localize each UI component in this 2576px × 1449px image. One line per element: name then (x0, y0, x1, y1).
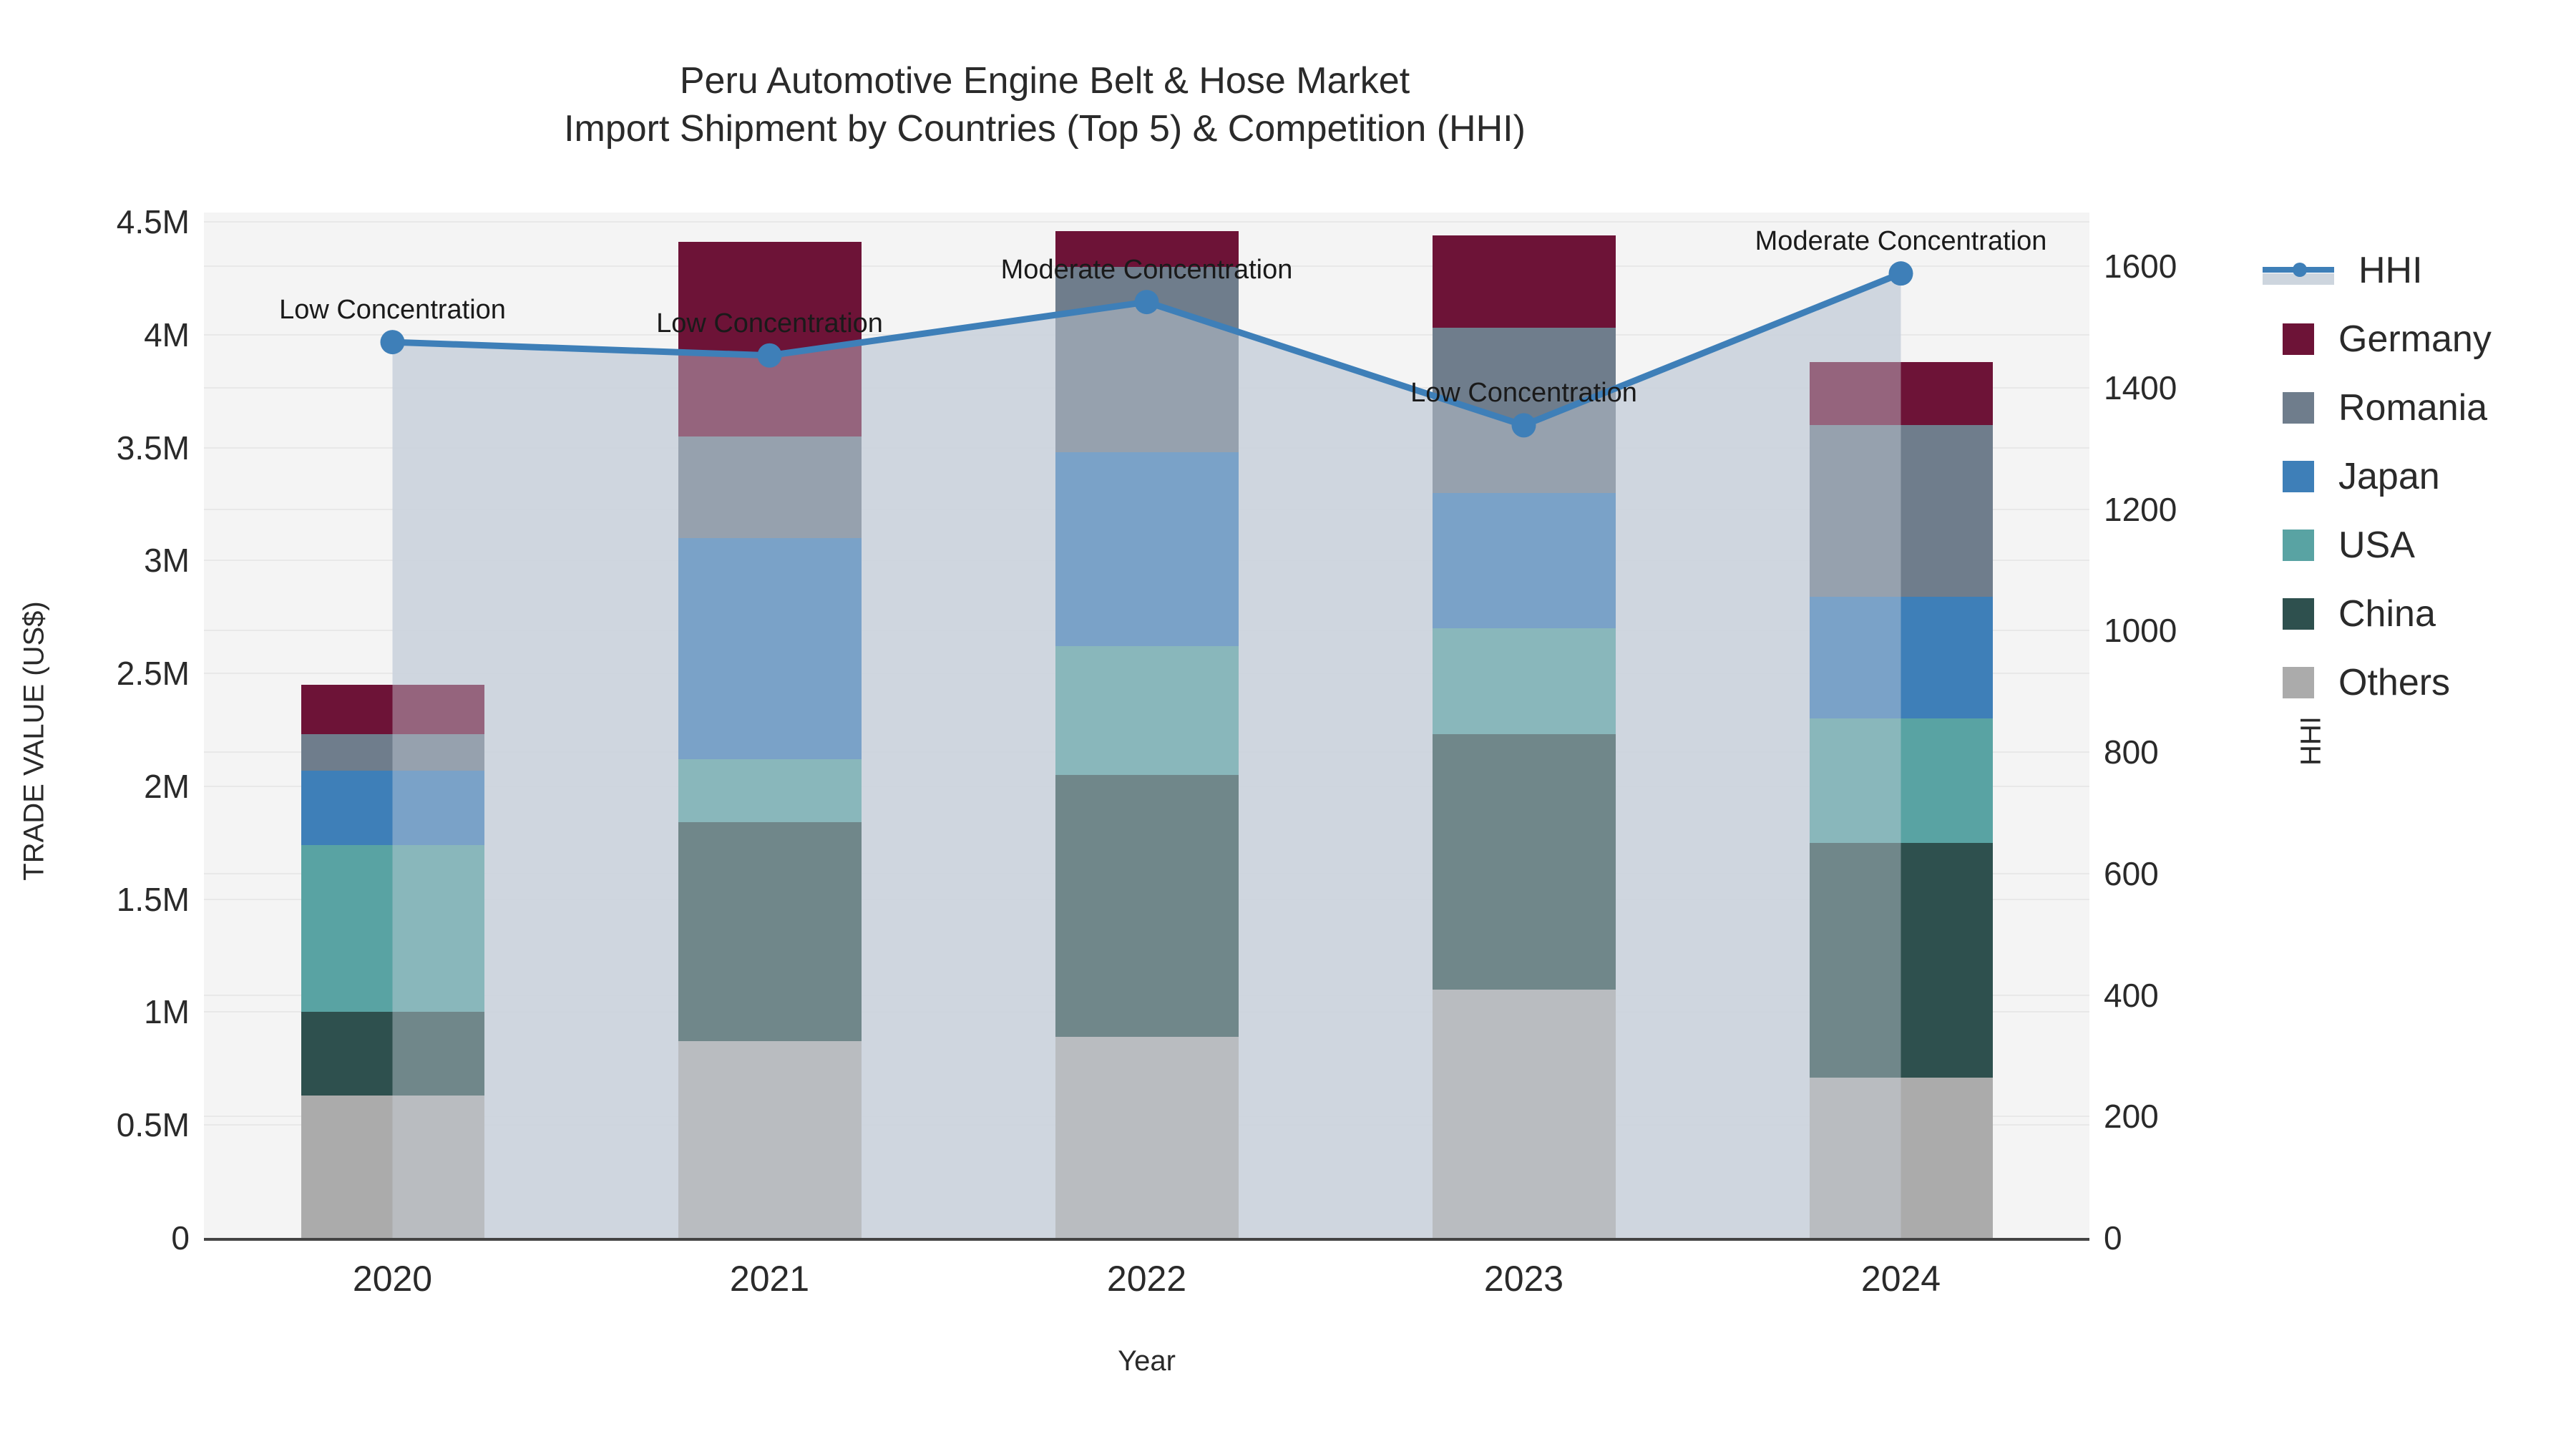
legend-label-germany: Germany (2338, 318, 2492, 360)
y-axis-left-label: TRADE VALUE (US$) (18, 601, 50, 881)
gridline-left-4.5M (204, 221, 2089, 223)
annotation-2021: Low Concentration (656, 308, 883, 338)
bar-segment-romania-2020[interactable] (301, 734, 484, 771)
bar-segment-germany-2024[interactable] (1810, 361, 1993, 425)
bar-segment-germany-2020[interactable] (301, 684, 484, 735)
bar-segment-japan-2024[interactable] (1810, 596, 1993, 719)
bar-segment-romania-2021[interactable] (678, 436, 862, 538)
legend-swatch-china (2283, 598, 2314, 630)
y-tick-right-1200: 1200 (2104, 490, 2177, 528)
legend-label-china: China (2338, 593, 2436, 635)
y-tick-left-1M: 1M (144, 993, 190, 1031)
bar-segment-japan-2021[interactable] (678, 537, 862, 759)
annotation-2020: Low Concentration (279, 295, 506, 326)
bar-segment-romania-2022[interactable] (1055, 267, 1239, 452)
y-tick-right-0: 0 (2104, 1219, 2122, 1257)
bar-segment-china-2021[interactable] (678, 822, 862, 1042)
y-tick-right-600: 600 (2104, 854, 2159, 892)
legend-label-usa: USA (2338, 525, 2415, 566)
bar-segment-germany-2021[interactable] (678, 242, 862, 436)
annotation-2024: Moderate Concentration (1755, 226, 2047, 257)
y-tick-right-800: 800 (2104, 733, 2159, 771)
bar-segment-others-2023[interactable] (1433, 989, 1616, 1238)
y-tick-left-2.5M: 2.5M (116, 655, 190, 693)
y-tick-left-2M: 2M (144, 767, 190, 805)
bar-segment-usa-2024[interactable] (1810, 718, 1993, 843)
legend-swatch-others (2283, 667, 2314, 698)
bar-segment-others-2021[interactable] (678, 1041, 862, 1238)
y-tick-left-0.5M: 0.5M (116, 1106, 190, 1144)
legend-label-romania: Romania (2338, 387, 2488, 429)
y-tick-right-1400: 1400 (2104, 369, 2177, 406)
chart-title: Peru Automotive Engine Belt & Hose Marke… (0, 57, 2089, 152)
annotation-2023: Low Concentration (1410, 378, 1637, 409)
y-tick-left-3.5M: 3.5M (116, 429, 190, 467)
legend-item-china[interactable]: China (2283, 580, 2492, 648)
bar-segment-usa-2020[interactable] (301, 844, 484, 1013)
x-tick-2021: 2021 (729, 1259, 810, 1299)
x-tick-2022: 2022 (1106, 1259, 1187, 1299)
bar-segment-japan-2022[interactable] (1055, 452, 1239, 647)
title-line-2: Import Shipment by Countries (Top 5) & C… (564, 107, 1526, 150)
bar-segment-others-2022[interactable] (1055, 1037, 1239, 1238)
bar-segment-usa-2021[interactable] (678, 759, 862, 823)
legend-item-others[interactable]: Others (2283, 648, 2492, 717)
x-axis-line (204, 1238, 2089, 1241)
legend-item-japan[interactable]: Japan (2283, 442, 2492, 511)
legend-item-hhi[interactable]: HHI (2263, 236, 2492, 305)
legend-swatch-japan (2283, 461, 2314, 492)
bar-segment-germany-2022[interactable] (1055, 230, 1239, 268)
x-tick-2023: 2023 (1483, 1259, 1564, 1299)
y-tick-right-200: 200 (2104, 1098, 2159, 1136)
y-tick-left-3M: 3M (144, 542, 190, 580)
bar-segment-japan-2020[interactable] (301, 770, 484, 845)
legend-swatch-romania (2283, 392, 2314, 424)
x-tick-2024: 2024 (1860, 1259, 1941, 1299)
x-axis-label: Year (1118, 1345, 1176, 1377)
legend-swatch-usa (2283, 530, 2314, 561)
y-tick-right-1600: 1600 (2104, 248, 2177, 285)
bar-segment-romania-2023[interactable] (1433, 328, 1616, 493)
y-tick-left-0: 0 (171, 1219, 190, 1257)
y-tick-left-4M: 4M (144, 316, 190, 353)
legend-label-hhi: HHI (2358, 250, 2423, 291)
legend-label-others: Others (2338, 662, 2451, 703)
x-tick-2020: 2020 (352, 1259, 433, 1299)
chart-legend: HHI Germany Romania Japan USA China Others (2263, 236, 2492, 717)
y-tick-left-1.5M: 1.5M (116, 880, 190, 918)
bar-segment-germany-2023[interactable] (1433, 235, 1616, 328)
bar-segment-usa-2022[interactable] (1055, 646, 1239, 776)
bar-segment-china-2022[interactable] (1055, 775, 1239, 1038)
bar-segment-china-2023[interactable] (1433, 734, 1616, 990)
bar-segment-japan-2023[interactable] (1433, 492, 1616, 628)
legend-item-usa[interactable]: USA (2283, 511, 2492, 580)
bar-segment-china-2020[interactable] (301, 1012, 484, 1096)
bar-segment-usa-2023[interactable] (1433, 628, 1616, 735)
legend-label-japan: Japan (2338, 456, 2440, 497)
annotation-2022: Moderate Concentration (1000, 255, 1293, 286)
bar-segment-romania-2024[interactable] (1810, 425, 1993, 597)
legend-line-icon (2263, 255, 2334, 286)
y-tick-right-1000: 1000 (2104, 612, 2177, 650)
y-tick-left-4.5M: 4.5M (116, 203, 190, 240)
legend-item-germany[interactable]: Germany (2283, 305, 2492, 374)
legend-swatch-germany (2283, 323, 2314, 355)
title-line-1: Peru Automotive Engine Belt & Hose Marke… (679, 60, 1410, 102)
legend-item-romania[interactable]: Romania (2283, 374, 2492, 442)
bar-segment-others-2024[interactable] (1810, 1077, 1993, 1238)
bar-segment-china-2024[interactable] (1810, 842, 1993, 1078)
y-tick-right-400: 400 (2104, 976, 2159, 1014)
bar-segment-others-2020[interactable] (301, 1096, 484, 1238)
